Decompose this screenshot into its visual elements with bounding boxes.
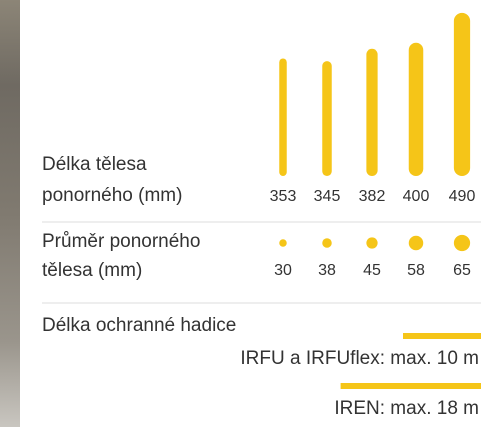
diameter-dot xyxy=(366,237,377,248)
diameter-dot xyxy=(322,238,332,248)
length-value: 490 xyxy=(449,188,476,205)
diameter-label: tělesa (mm) xyxy=(42,260,142,281)
length-label: Délka tělesa xyxy=(42,154,147,175)
length-value: 345 xyxy=(314,188,341,205)
diameter-value: 58 xyxy=(407,262,425,279)
hose-title: Délka ochranné hadice xyxy=(42,315,236,336)
diameter-value: 65 xyxy=(453,262,471,279)
length-bar xyxy=(279,58,287,176)
length-label: ponorného (mm) xyxy=(42,185,182,206)
length-value: 382 xyxy=(359,188,386,205)
infographic: Délka tělesa ponorného (mm) Průměr ponor… xyxy=(0,0,481,427)
length-bar xyxy=(366,49,377,176)
hose-bar xyxy=(341,383,481,389)
diameter-dot xyxy=(454,235,470,251)
diameter-dot xyxy=(409,236,424,251)
length-bar xyxy=(454,13,470,176)
hose-label: IRFU a IRFUflex: max. 10 m xyxy=(240,348,479,369)
length-bar xyxy=(409,43,424,176)
hose-label: IREN: max. 18 m xyxy=(334,398,479,419)
length-bar xyxy=(322,61,332,176)
photo-strip xyxy=(0,0,20,427)
diameter-label: Průměr ponorného xyxy=(42,231,200,252)
length-value: 353 xyxy=(270,188,297,205)
hose-bar xyxy=(403,333,481,339)
diameter-value: 38 xyxy=(318,262,336,279)
length-value: 400 xyxy=(403,188,430,205)
diameter-value: 30 xyxy=(274,262,292,279)
diameter-value: 45 xyxy=(363,262,381,279)
diameter-dot xyxy=(279,239,287,247)
